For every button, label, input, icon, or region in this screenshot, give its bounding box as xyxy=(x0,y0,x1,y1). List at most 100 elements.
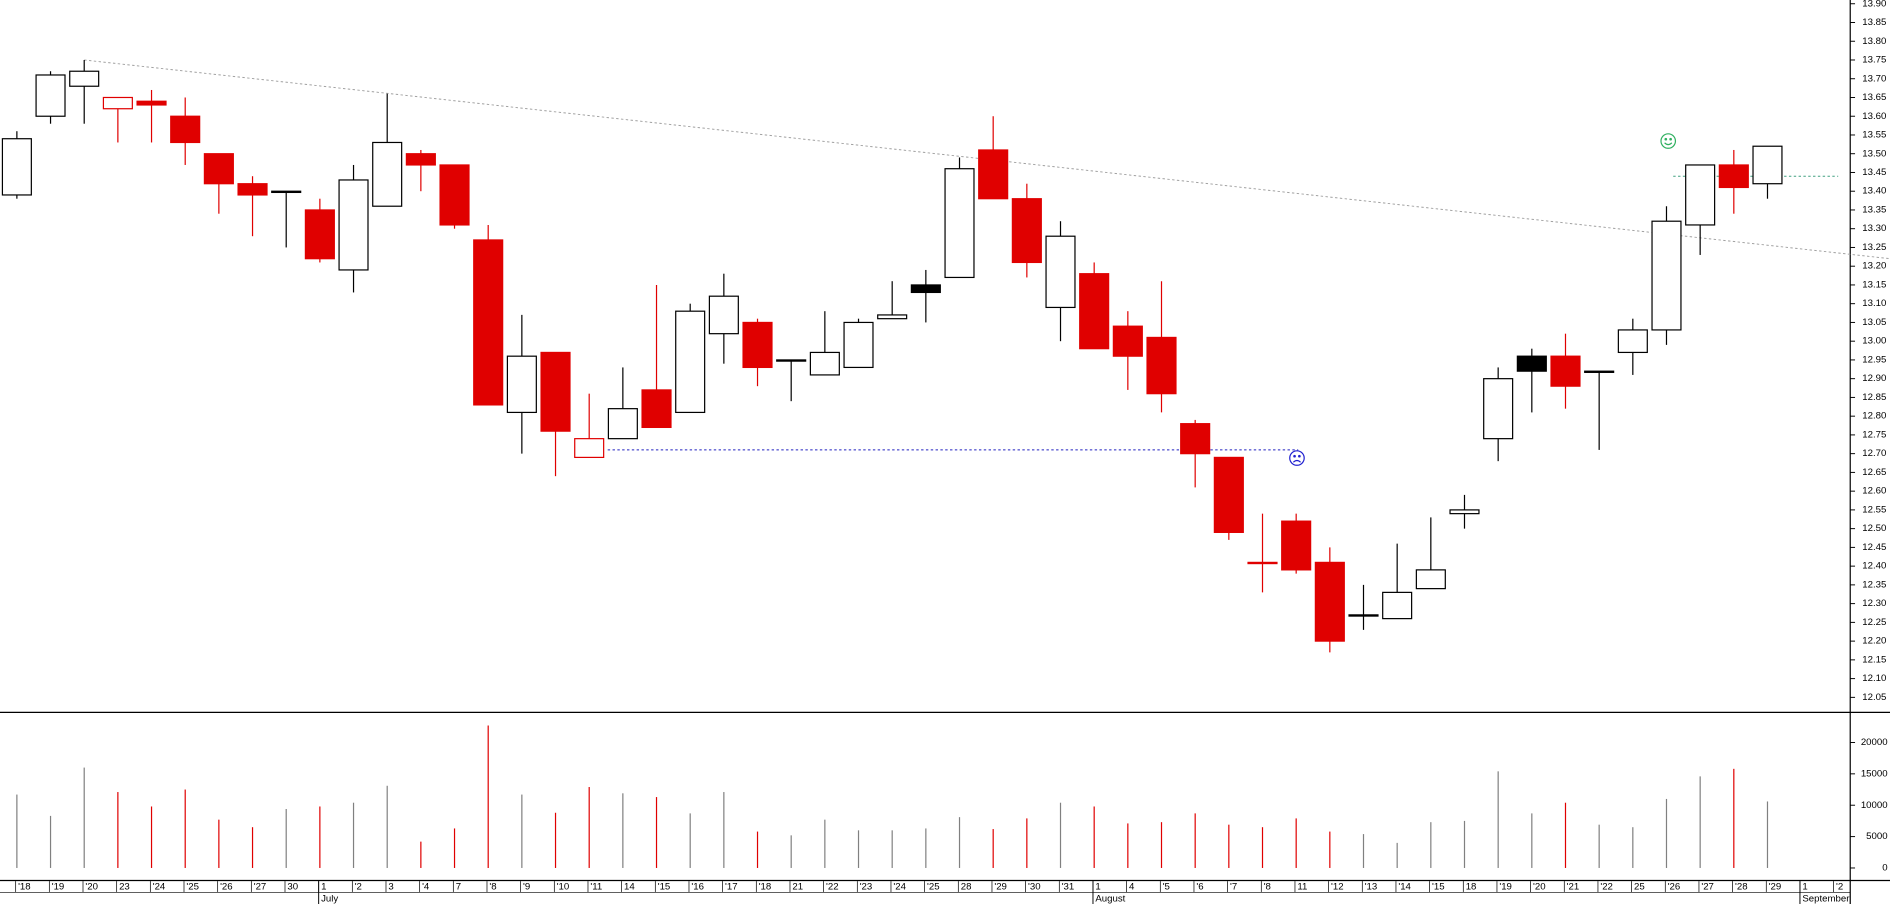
y-tick-label: 12.90 xyxy=(1862,373,1886,384)
icon-face xyxy=(1289,450,1305,466)
y-tick-label: 13.65 xyxy=(1862,92,1886,103)
x-tick-label: '12 xyxy=(1331,882,1344,893)
volume-tick-label: 20000 xyxy=(1861,737,1888,748)
x-tick-label: '29 xyxy=(1769,882,1782,893)
candle-body xyxy=(1651,220,1682,331)
y-tick-label: 12.45 xyxy=(1862,542,1886,553)
x-tick-label: '6 xyxy=(1196,882,1203,893)
candle-body xyxy=(1112,325,1143,357)
x-tick-label: '22 xyxy=(826,882,839,893)
candle-body xyxy=(1415,569,1446,590)
icon-mouth xyxy=(1664,142,1673,146)
candle-body xyxy=(877,314,908,320)
x-tick-label: '25 xyxy=(927,882,940,893)
x-tick-label: '22 xyxy=(1600,882,1613,893)
x-tick-label: '31 xyxy=(1062,882,1075,893)
candle-body xyxy=(1382,591,1413,620)
y-tick-label: 13.35 xyxy=(1862,205,1886,216)
candle-body xyxy=(742,321,773,369)
x-tick-label: '30 xyxy=(1028,882,1041,893)
candle-body xyxy=(35,74,66,117)
candle-body xyxy=(1079,273,1110,350)
y-tick-label: 13.10 xyxy=(1862,298,1886,309)
x-tick-label: '20 xyxy=(1533,882,1546,893)
y-tick-label: 13.25 xyxy=(1862,242,1886,253)
x-tick-label: '28 xyxy=(1735,882,1748,893)
candle-body xyxy=(170,115,201,144)
x-tick-label: 1 xyxy=(1095,882,1100,893)
candle-body xyxy=(1247,561,1278,565)
x-tick-label: '26 xyxy=(220,882,233,893)
y-tick-label: 13.90 xyxy=(1862,0,1886,9)
candle-body xyxy=(439,164,470,226)
y-tick-label: 13.55 xyxy=(1862,130,1886,141)
y-tick-label: 13.40 xyxy=(1862,186,1886,197)
x-tick-label: '7 xyxy=(1230,882,1237,893)
icon-eye xyxy=(1293,454,1296,458)
x-tick-label: '8 xyxy=(489,882,496,893)
candle-body xyxy=(843,321,874,369)
y-tick-label: 13.80 xyxy=(1862,36,1886,47)
volume-tick-label: 5000 xyxy=(1866,831,1887,842)
x-tick-label: '11 xyxy=(590,882,602,893)
candle-body xyxy=(910,284,941,294)
candle-body xyxy=(1146,336,1177,395)
candle-body xyxy=(473,239,504,406)
x-tick-label: '24 xyxy=(893,882,906,893)
y-tick-label: 12.25 xyxy=(1862,617,1886,628)
x-tick-label: '20 xyxy=(85,882,98,893)
y-tick-label: 12.70 xyxy=(1862,448,1886,459)
y-tick-label: 13.70 xyxy=(1862,73,1886,84)
y-tick-label: 12.40 xyxy=(1862,561,1886,572)
y-tick-label: 13.00 xyxy=(1862,336,1886,347)
candle-body xyxy=(776,359,807,362)
x-tick-label: '13 xyxy=(1365,882,1378,893)
x-tick-label: 23 xyxy=(119,882,130,893)
candle-body xyxy=(809,351,840,376)
x-tick-label: '19 xyxy=(1499,882,1512,893)
x-tick-label: '14 xyxy=(1398,882,1411,893)
x-tick-label: '29 xyxy=(994,882,1007,893)
x-tick-label: '24 xyxy=(153,882,166,893)
x-tick-label: '9 xyxy=(523,882,530,893)
x-tick-label: '21 xyxy=(1567,882,1580,893)
y-tick-label: 12.20 xyxy=(1862,636,1886,647)
candle-body xyxy=(1550,355,1581,387)
candle-body xyxy=(978,149,1009,200)
x-tick-label: 7 xyxy=(456,882,461,893)
x-tick-label: '26 xyxy=(1668,882,1681,893)
sad-icon xyxy=(1289,450,1305,466)
candle-body xyxy=(944,168,975,279)
y-tick-label: 12.10 xyxy=(1862,673,1886,684)
y-tick-label: 12.30 xyxy=(1862,598,1886,609)
x-tick-label: '2 xyxy=(1836,882,1843,893)
x-tick-label: '18 xyxy=(18,882,31,893)
candle-body xyxy=(69,70,100,87)
x-tick-label: 3 xyxy=(388,882,393,893)
y-tick-label: 13.15 xyxy=(1862,279,1886,290)
y-tick-label: 12.65 xyxy=(1862,467,1886,478)
icon-face xyxy=(1660,133,1677,149)
y-tick-label: 12.85 xyxy=(1862,392,1886,403)
x-tick-label: 18 xyxy=(1466,882,1477,893)
candle-body xyxy=(641,389,672,429)
y-tick-label: 12.75 xyxy=(1862,429,1886,440)
x-tick-label: 1 xyxy=(1802,882,1807,893)
candle-body xyxy=(1584,370,1615,373)
candle-body xyxy=(1617,329,1648,354)
y-tick-label: 12.15 xyxy=(1862,654,1886,665)
y-tick-label: 12.95 xyxy=(1862,354,1886,365)
y-tick-label: 13.05 xyxy=(1862,317,1886,328)
candle-body xyxy=(304,209,335,260)
y-tick-label: 12.50 xyxy=(1862,523,1886,534)
y-tick-label: 13.85 xyxy=(1862,17,1886,28)
x-tick-label: 1 xyxy=(321,882,326,893)
month-label: August xyxy=(1095,894,1125,904)
y-tick-label: 12.35 xyxy=(1862,579,1886,590)
candle-body xyxy=(237,183,268,196)
y-tick-label: 13.50 xyxy=(1862,148,1886,159)
x-tick-label: 11 xyxy=(1297,882,1307,893)
x-tick-label: 14 xyxy=(624,882,635,893)
